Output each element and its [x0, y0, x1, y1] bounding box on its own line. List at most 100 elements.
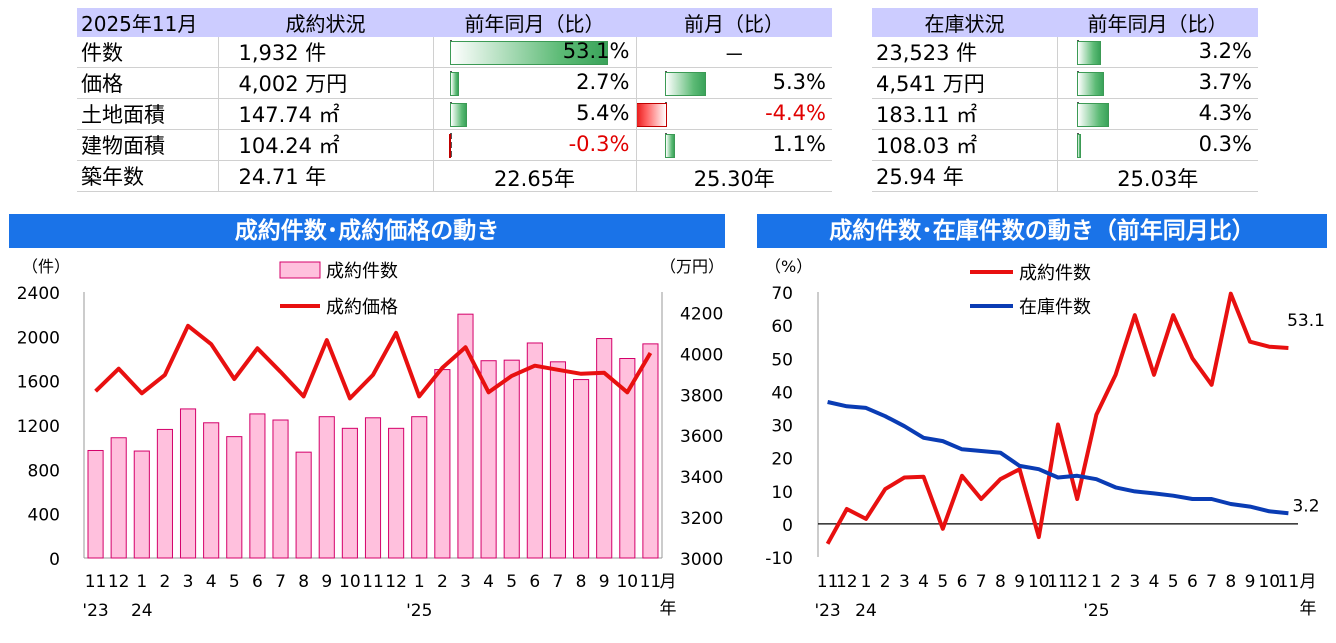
change-value: 1.1% — [772, 132, 826, 156]
x-tick-label: 6 — [1187, 572, 1198, 592]
sales-count-price-chart: 0 400 800 1200 1600 2000 2400 3000 3200 3400 3600 3… — [17, 257, 724, 621]
x-tick-label: 1 — [136, 572, 147, 592]
table-row: 築年数 24.71 年 22.65年 25.30年 — [77, 160, 832, 192]
bar-sales-count — [573, 379, 590, 559]
change-bar — [664, 134, 675, 158]
x-tick-label: 5 — [229, 572, 240, 592]
inventory-value: 108.03 ㎡ — [872, 129, 1057, 161]
row-value: 147.74 ㎡ — [217, 98, 433, 130]
header-yoy: 前年同月（比） — [433, 8, 636, 37]
x-tick-label: 12 — [108, 572, 130, 592]
y-tick-label: 20 — [771, 450, 793, 470]
x-tick-label: 4 — [1149, 572, 1160, 592]
change-bar — [664, 72, 707, 96]
change-value: － — [723, 43, 745, 67]
change-value: 25.30年 — [693, 167, 775, 191]
row-label: 件数 — [77, 37, 218, 68]
y-tick-label: 0 — [49, 550, 60, 570]
x-tick-label: 5 — [506, 572, 517, 592]
header-mom: 前月（比） — [636, 8, 832, 37]
bar-sales-count — [549, 361, 567, 559]
bar-sales-count — [480, 360, 497, 559]
bar-sales-count — [156, 428, 173, 559]
x-tick-label: 10 — [1258, 572, 1280, 592]
x-tick-label: 9 — [321, 572, 332, 592]
y-tick-label: 0 — [782, 516, 793, 536]
bar-sales-count — [295, 451, 312, 559]
yoy-cell: 2.7% — [432, 67, 636, 99]
row-label: 価格 — [77, 67, 218, 99]
table-row: 25.94 年 25.03年 — [872, 160, 1258, 192]
bar-sales-count — [341, 427, 358, 559]
x-year-label: '23 — [814, 601, 840, 621]
change-value: -4.4% — [765, 101, 826, 125]
legend-label-sales: 成約件数 — [1019, 263, 1091, 284]
x-unit-month: 月 — [1300, 572, 1317, 592]
y-tick-label: 2400 — [17, 284, 60, 304]
change-value: 25.03年 — [1117, 167, 1199, 191]
x-tick-label: 2 — [160, 572, 171, 592]
x-unit-year: 年 — [660, 599, 677, 619]
x-tick-label: 12 — [836, 572, 858, 592]
table-row: 件数 1,932 件 53.1% － — [77, 37, 832, 68]
chart2-title: 成約件数･在庫件数の動き（前年同月比） — [757, 214, 1327, 248]
change-value: 3.2% — [1198, 39, 1252, 63]
x-tick-label: 2 — [880, 572, 891, 592]
y-tick-label: 10 — [771, 483, 793, 503]
row-value: 24.71 年 — [217, 160, 433, 192]
x-tick-label: 11 — [362, 572, 384, 592]
x-tick-label: 8 — [995, 572, 1006, 592]
change-bar — [1076, 134, 1081, 158]
inventory-value: 25.94 年 — [872, 160, 1057, 192]
x-tick-label: 6 — [252, 572, 263, 592]
mom-cell: 25.30年 — [635, 160, 832, 192]
bar-sales-count — [411, 416, 428, 559]
x-tick-label: 9 — [1014, 572, 1025, 592]
inventory-yoy-cell: 4.3% — [1056, 98, 1258, 130]
inventory-value: 23,523 件 — [872, 37, 1057, 68]
y-tick-label: 1200 — [17, 417, 60, 437]
y-tick-label: 50 — [771, 350, 793, 370]
bar-sales-count — [203, 422, 220, 559]
change-value: 4.3% — [1198, 101, 1252, 125]
x-tick-label: 8 — [298, 572, 309, 592]
x-tick-label: 3 — [1129, 572, 1140, 592]
end-value-label: 3.2 — [1292, 496, 1319, 516]
y-axis-unit-label: （件） — [22, 257, 70, 276]
x-tick-label: 1 — [1091, 572, 1102, 592]
x-tick-label: 10 — [616, 572, 638, 592]
change-bar — [1076, 103, 1109, 127]
y-tick-label: 40 — [771, 383, 793, 403]
change-value: -0.3% — [568, 132, 630, 156]
bar-sales-count — [87, 449, 104, 559]
bar-sales-count — [526, 342, 543, 559]
x-tick-label: 11 — [1047, 572, 1069, 592]
inventory-yoy-cell: 3.7% — [1056, 67, 1258, 99]
change-bar — [1076, 72, 1105, 96]
y-tick-label: -10 — [765, 549, 793, 569]
header-month: 2025年11月 — [77, 8, 218, 37]
y2-tick-label: 3600 — [680, 427, 723, 447]
y2-tick-label: 3000 — [680, 550, 723, 570]
yoy-cell: 5.4% — [432, 98, 636, 130]
x-tick-label: 7 — [553, 572, 564, 592]
table-row: 183.11 ㎡ 4.3% — [872, 98, 1258, 130]
bar-sales-count — [226, 436, 243, 559]
y2-tick-label: 3400 — [680, 468, 723, 488]
table-row: 23,523 件 3.2% — [872, 37, 1258, 68]
change-bar — [448, 134, 452, 158]
x-tick-label: 4 — [206, 572, 217, 592]
row-label: 建物面積 — [77, 129, 218, 161]
end-value-label: 53.1 — [1287, 311, 1325, 331]
inventory-yoy-cell: 3.2% — [1056, 37, 1258, 68]
x-tick-label: 4 — [918, 572, 929, 592]
header-inventory-yoy: 前年同月（比） — [1057, 8, 1258, 37]
bar-sales-count — [272, 419, 289, 559]
x-tick-label: 3 — [183, 572, 194, 592]
legend-label-bars: 成約件数 — [326, 261, 398, 282]
y2-tick-label: 4000 — [680, 345, 723, 365]
mom-cell: － — [635, 37, 832, 68]
y2-tick-label: 3800 — [680, 386, 723, 406]
table-row: 4,541 万円 3.7% — [872, 67, 1258, 99]
